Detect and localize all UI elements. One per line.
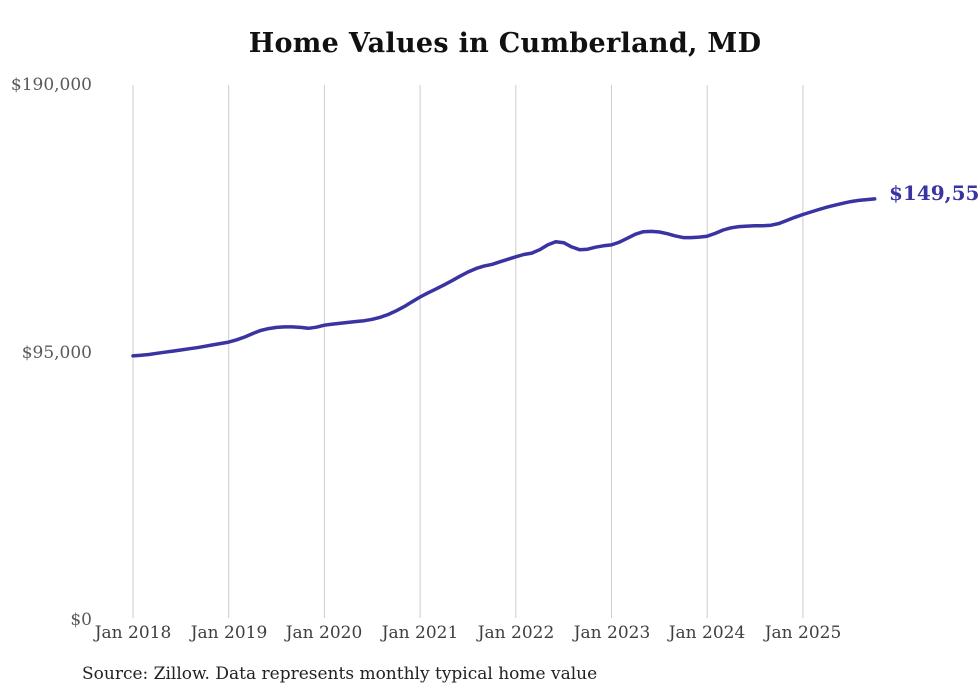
x-tick-label: Jan 2021 [381,623,459,643]
x-tick-label: Jan 2018 [94,623,172,643]
y-tick-label: $0 [70,610,92,630]
x-tick-label: Jan 2023 [573,623,651,643]
source-note: Source: Zillow. Data represents monthly … [82,664,598,684]
x-tick-label: Jan 2024 [668,623,746,643]
chart-title: Home Values in Cumberland, MD [248,28,762,59]
y-tick-label: $190,000 [10,75,92,95]
x-tick-label: Jan 2020 [285,623,363,643]
x-tick-label: Jan 2019 [190,623,268,643]
x-tick-label: Jan 2022 [477,623,555,643]
x-tick-label: Jan 2025 [764,623,842,643]
last-value-label: $149,559 [889,181,980,205]
y-tick-label: $95,000 [21,343,92,363]
home-value-series-line [131,197,877,358]
